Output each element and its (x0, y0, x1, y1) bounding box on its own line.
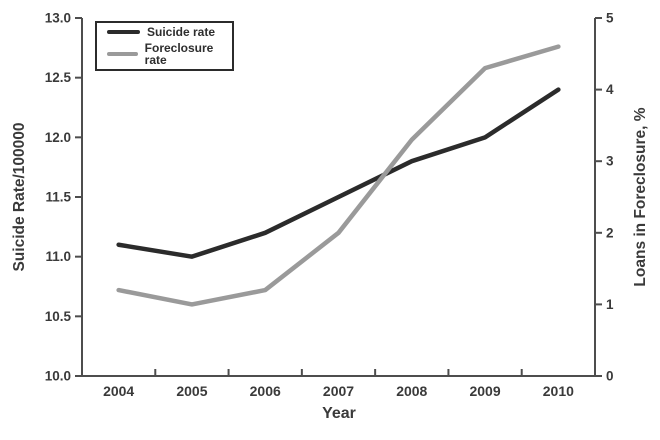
y-left-tick-label: 10.0 (45, 369, 71, 384)
legend: Suicide rate Foreclosure rate (95, 21, 234, 71)
y-left-tick-label: 11.5 (45, 190, 71, 205)
legend-label-foreclosure-rate: Foreclosure rate (144, 41, 214, 67)
x-tick-label: 2009 (469, 383, 500, 399)
y-left-tick-label: 12.5 (45, 70, 72, 85)
y-left-tick-label: 13.0 (45, 11, 71, 26)
suicide-rate-line-swatch (107, 29, 140, 35)
foreclosure-rate-line (116, 44, 561, 307)
y-right-tick-label: 0 (606, 369, 614, 384)
x-tick-label: 2008 (396, 383, 427, 399)
x-tick-label: 2005 (176, 383, 207, 399)
x-tick-label: 2010 (543, 383, 574, 399)
legend-item-foreclosure-rate: Foreclosure rate (107, 42, 232, 66)
foreclosure-rate-line-swatch (107, 51, 138, 57)
y-right-tick-label: 5 (606, 11, 614, 26)
suicide-rate-line (116, 87, 561, 259)
x-tick-label: 2004 (103, 383, 134, 399)
y-left-tick-label: 11.0 (45, 249, 71, 264)
y-axis-title-right: Loans in Foreclosure, % (632, 107, 649, 287)
x-tick-label: 2007 (323, 383, 354, 399)
legend-item-suicide-rate: Suicide rate (107, 26, 232, 38)
y-left-tick-label: 12.0 (45, 130, 71, 145)
x-axis-title: Year (322, 405, 356, 422)
y-right-tick-label: 3 (606, 154, 614, 169)
legend-label-suicide-rate: Suicide rate (147, 25, 216, 39)
y-left-tick-label: 10.5 (45, 309, 72, 324)
y-right-tick-label: 1 (606, 297, 614, 312)
y-right-tick-label: 2 (606, 225, 614, 240)
y-axis-title-left: Suicide Rate/100000 (11, 122, 28, 272)
y-right-tick-label: 4 (606, 82, 614, 97)
x-tick-label: 2006 (250, 383, 281, 399)
